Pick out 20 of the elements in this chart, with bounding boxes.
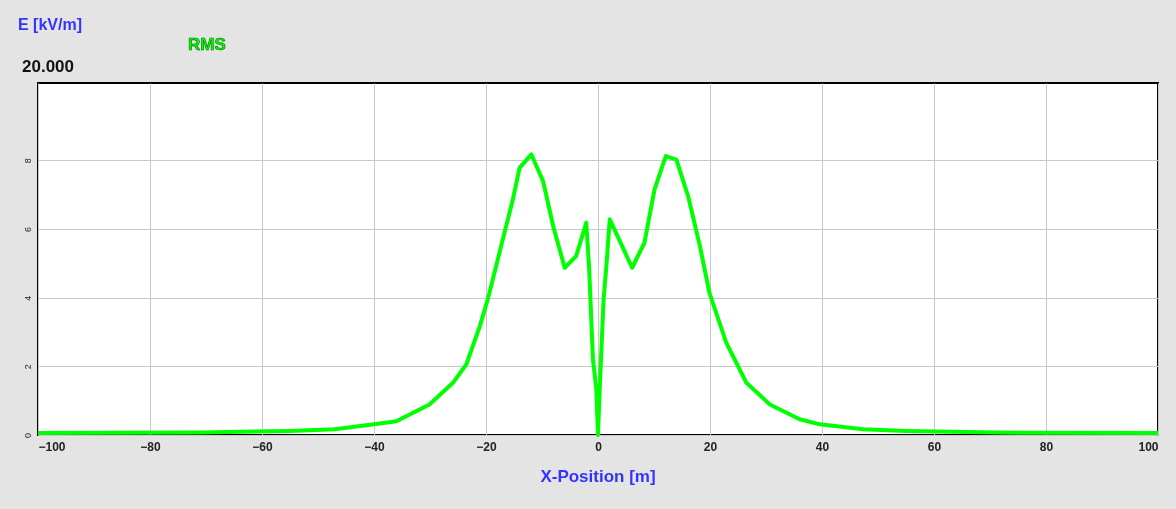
text: RMS bbox=[188, 35, 226, 54]
x-tick-label: 100 bbox=[1138, 439, 1159, 454]
x-axis-title: X-Position [m] bbox=[540, 467, 656, 486]
x-tick-label: −80 bbox=[140, 439, 161, 454]
x-tick-label: −40 bbox=[364, 439, 385, 454]
x-tick-label: 0 bbox=[595, 439, 603, 454]
x-tick-label: 80 bbox=[1039, 439, 1054, 454]
y-tick-label: 2 bbox=[22, 364, 33, 370]
x-tick-label: −100 bbox=[38, 439, 66, 454]
x-tick-label: 60 bbox=[927, 439, 942, 454]
text: 20.000 bbox=[22, 57, 74, 76]
x-tick-label: 40 bbox=[815, 439, 830, 454]
x-tick-label: 20 bbox=[703, 439, 718, 454]
x-tick-label: −20 bbox=[476, 439, 497, 454]
y-tick-label: 6 bbox=[22, 226, 33, 232]
y-axis-title: E [kV/m] bbox=[18, 16, 83, 33]
y-tick-label: 8 bbox=[22, 158, 33, 164]
y-tick-label: 4 bbox=[22, 295, 33, 301]
x-tick-label: −60 bbox=[252, 439, 273, 454]
y-tick-label: 0 bbox=[22, 432, 33, 439]
